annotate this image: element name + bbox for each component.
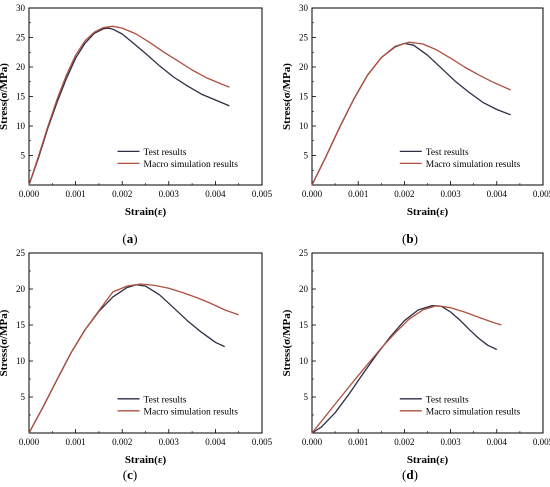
x-tick-label: 0.002 <box>394 437 414 447</box>
x-tick-label: 0.005 <box>252 437 273 447</box>
y-tick-label: 10 <box>16 356 26 366</box>
plot-frame <box>311 252 544 434</box>
y-axis-label: Stress(σ/MPa) <box>0 63 10 130</box>
x-tick-label: 0.003 <box>159 437 180 447</box>
y-tick-label: 15 <box>299 92 309 102</box>
panel-caption: (b) <box>402 231 418 246</box>
caption-paren-close: ) <box>133 467 137 482</box>
y-tick-label: 10 <box>299 121 309 131</box>
panel-caption: (c) <box>123 467 137 482</box>
chart-panel-3: 0.000 0.001 0.002 0.003 0.004 0.005 5 10 15 20 25 S… <box>0 248 273 482</box>
y-tick-label: 5 <box>304 151 309 161</box>
x-axis-label: Strain(ε) <box>125 454 167 466</box>
x-tick-label: 0.002 <box>112 437 132 447</box>
x-tick-label: 0.000 <box>19 437 40 447</box>
caption-paren-open: ( <box>122 231 126 246</box>
x-tick-label: 0.001 <box>348 189 368 199</box>
x-tick-label: 0.003 <box>440 189 461 199</box>
y-tick-label: 15 <box>16 320 26 330</box>
legend-label: Test results <box>426 148 469 158</box>
legend-label: Macro simulation results <box>426 160 521 170</box>
y-tick-label: 25 <box>16 248 26 258</box>
caption-letter: b <box>406 231 413 246</box>
x-tick-label: 0.003 <box>159 189 180 199</box>
x-tick-label: 0.004 <box>487 437 508 447</box>
x-tick-label: 0.001 <box>348 437 368 447</box>
caption-paren-close: ) <box>133 231 137 246</box>
x-tick-label: 0.000 <box>302 189 323 199</box>
y-tick-label: 5 <box>21 392 26 402</box>
legend-label: Test results <box>426 395 469 405</box>
caption-paren-open: ( <box>402 467 406 482</box>
series-line-simulation <box>311 304 502 434</box>
panel-caption: (d) <box>402 467 418 482</box>
y-tick-label: 15 <box>299 320 309 330</box>
x-tick-label: 0.005 <box>533 189 550 199</box>
caption-paren-open: ( <box>402 231 406 246</box>
y-tick-label: 20 <box>16 284 26 294</box>
y-tick-label: 25 <box>299 33 309 43</box>
series-line-simulation <box>311 41 511 186</box>
y-tick-label: 30 <box>299 3 309 13</box>
x-tick-label: 0.004 <box>487 189 508 199</box>
x-tick-label: 0.000 <box>19 189 40 199</box>
x-tick-label: 0.001 <box>65 189 85 199</box>
chart-panel-1: 0.000 0.001 0.002 0.003 0.004 0.005 5 10 15 20 25 3… <box>0 3 273 246</box>
y-tick-label: 5 <box>21 151 26 161</box>
y-axis-label: Stress(σ/MPa) <box>281 63 293 130</box>
caption-letter: c <box>127 467 133 482</box>
legend-label: Test results <box>144 148 187 158</box>
plot-frame <box>311 7 544 186</box>
series-line-simulation <box>28 25 230 186</box>
x-tick-label: 0.002 <box>394 189 414 199</box>
x-tick-label: 0.000 <box>302 437 323 447</box>
x-tick-label: 0.004 <box>205 189 226 199</box>
series-line-simulation <box>28 283 239 434</box>
legend-label: Test results <box>144 395 187 405</box>
y-tick-label: 30 <box>16 3 26 13</box>
x-tick-label: 0.004 <box>205 437 226 447</box>
chart-panel-4: 0.000 0.001 0.002 0.003 0.004 0.005 5 10 15 20 25 S… <box>281 248 550 482</box>
x-tick-label: 0.002 <box>112 189 132 199</box>
legend-label: Macro simulation results <box>426 407 521 417</box>
y-axis-label: Stress(σ/MPa) <box>0 309 10 376</box>
y-tick-label: 10 <box>16 121 26 131</box>
x-axis-label: Strain(ε) <box>407 206 449 218</box>
caption-paren-close: ) <box>414 467 418 482</box>
series-line-test <box>28 27 230 186</box>
plot-frame <box>28 252 263 434</box>
caption-letter: a <box>127 231 134 246</box>
y-tick-label: 25 <box>16 33 26 43</box>
caption-paren-close: ) <box>414 231 418 246</box>
x-axis-label: Strain(ε) <box>125 206 167 218</box>
caption-paren-open: ( <box>123 467 127 482</box>
series-line-test <box>311 304 498 434</box>
x-tick-label: 0.001 <box>65 437 85 447</box>
chart-panel-2: 0.000 0.001 0.002 0.003 0.004 0.005 5 10 15 20 25 3… <box>281 3 550 246</box>
caption-letter: d <box>406 467 414 482</box>
plot-frame <box>28 7 263 186</box>
x-tick-label: 0.005 <box>533 437 550 447</box>
y-tick-label: 5 <box>304 392 309 402</box>
y-tick-label: 20 <box>16 62 26 72</box>
y-tick-label: 20 <box>299 284 309 294</box>
y-tick-label: 15 <box>16 92 26 102</box>
y-axis-label: Stress(σ/MPa) <box>281 309 293 376</box>
x-tick-label: 0.005 <box>252 189 273 199</box>
panel-caption: (a) <box>122 231 137 246</box>
legend-label: Macro simulation results <box>144 160 239 170</box>
y-tick-label: 10 <box>299 356 309 366</box>
x-axis-label: Strain(ε) <box>407 454 449 466</box>
y-tick-label: 20 <box>299 62 309 72</box>
y-tick-label: 25 <box>299 248 309 258</box>
legend-label: Macro simulation results <box>144 407 239 417</box>
x-tick-label: 0.003 <box>440 437 461 447</box>
